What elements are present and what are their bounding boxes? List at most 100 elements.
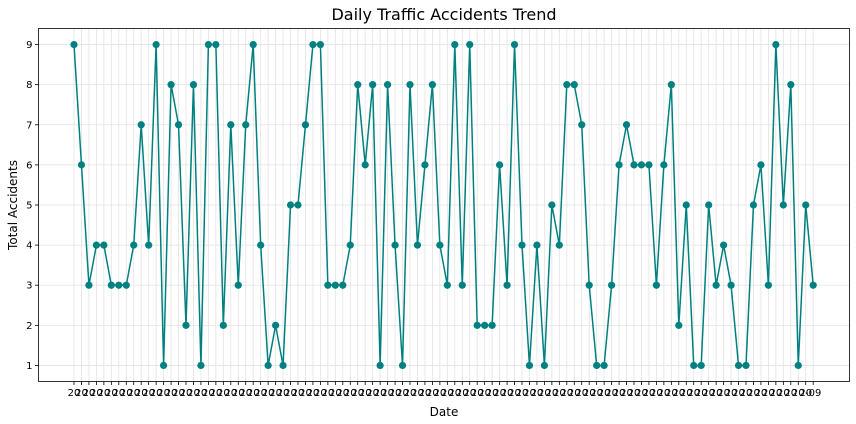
x-tick-label: 20 (351, 388, 364, 399)
data-point (324, 281, 332, 289)
x-tick-label: 20 (710, 388, 723, 399)
x-tick-label: 20 (366, 388, 379, 399)
x-tick-label: 20 (202, 388, 215, 399)
x-tick-label: 20 (314, 388, 327, 399)
x-tick-label: 20 (695, 388, 708, 399)
x-tick-label: 20 (650, 388, 663, 399)
x-tick-label: 20 (277, 388, 290, 399)
data-point (593, 361, 601, 370)
data-point (272, 321, 280, 329)
data-point (249, 40, 257, 49)
y-tick-label: 1 (26, 361, 32, 372)
x-tick-label: 20 (665, 388, 678, 399)
x-tick-label: 20 (471, 388, 484, 399)
data-point (152, 40, 160, 49)
data-point (167, 81, 175, 89)
x-tick-label: 20 (553, 388, 566, 399)
series-line-group (70, 40, 817, 370)
x-tick-label: 20 (344, 388, 357, 399)
y-tick-label: 2 (26, 321, 32, 332)
data-point (331, 281, 339, 289)
data-point (160, 361, 168, 370)
x-tick-label: 20 (224, 388, 237, 399)
data-point (137, 121, 145, 129)
data-point (548, 201, 556, 209)
y-axis-label: Total Accidents (6, 160, 20, 251)
grid-lines (38, 28, 850, 382)
x-axis-label: Date (430, 405, 459, 419)
data-point (682, 201, 690, 209)
y-tick-label: 5 (26, 201, 32, 212)
y-tick-label: 9 (26, 40, 32, 51)
x-tick-label: 20 (426, 388, 439, 399)
data-point (787, 81, 795, 89)
x-tick-label: 20 (598, 388, 611, 399)
y-tick-label: 3 (26, 281, 32, 292)
data-point (525, 361, 534, 370)
x-tick-label: 20 (643, 388, 656, 399)
data-point (637, 161, 646, 169)
data-point (794, 361, 802, 370)
x-tick-label: 20 (83, 388, 96, 399)
x-tick-label: 20 (105, 388, 118, 399)
x-axis: 2020202020202020202020202020202020202020… (68, 381, 821, 399)
data-point (734, 361, 743, 370)
data-point (712, 281, 720, 289)
data-point (622, 121, 631, 129)
x-tick-label: 20 (628, 388, 641, 399)
data-point (466, 40, 474, 49)
data-point (391, 241, 399, 249)
x-tick-label: 20 (478, 388, 491, 399)
data-point (421, 161, 429, 169)
data-point (406, 81, 414, 89)
x-tick-label: 20 (404, 388, 417, 399)
data-point (122, 281, 130, 289)
x-tick-label: 20 (120, 388, 133, 399)
data-point (660, 161, 668, 169)
x-tick-label: 20 (613, 388, 626, 399)
data-point (451, 40, 459, 49)
x-tick-label: 20 (583, 388, 596, 399)
data-point (764, 281, 773, 289)
x-tick-label: 20 (232, 388, 245, 399)
x-tick-label: 20 (672, 388, 685, 399)
data-point (257, 241, 265, 249)
x-tick-label: 20 (769, 388, 782, 399)
data-point (772, 40, 780, 49)
x-tick-label: 20 (516, 388, 529, 399)
data-point (376, 361, 384, 370)
x-tick-label: 20 (523, 388, 536, 399)
x-tick-label: 20 (747, 388, 760, 399)
x-tick-label: 20 (195, 388, 208, 399)
x-tick-label: 20 (209, 388, 222, 399)
data-point (413, 241, 422, 249)
data-point (197, 361, 205, 370)
data-point (212, 40, 220, 49)
data-point (675, 321, 683, 329)
data-point (369, 81, 377, 89)
x-tick-label: 20 (396, 388, 409, 399)
y-axis: 1 2 3 4 5 6 7 8 9 (26, 40, 39, 372)
x-tick-label: 20 (740, 388, 753, 399)
x-tick-label: 20 (329, 388, 342, 399)
data-point (510, 40, 519, 49)
x-tick-label: 20 (150, 388, 163, 399)
x-tick-label: 20 (620, 388, 633, 399)
data-point (690, 361, 698, 370)
data-point (77, 161, 86, 169)
data-point (130, 241, 138, 249)
x-tick-label: 20 (262, 388, 275, 399)
x-tick-label: 20 (717, 388, 730, 399)
data-point (645, 161, 653, 169)
data-point (115, 281, 123, 289)
series-line (73, 43, 814, 367)
x-tick-label: 20 (687, 388, 700, 399)
x-tick-label: 20 (75, 388, 88, 399)
x-tick-label: 20 (135, 388, 148, 399)
x-tick-label: 20 (560, 388, 573, 399)
x-tick-label: 20 (680, 388, 693, 399)
data-point (555, 241, 563, 249)
x-tick-label: 20 (336, 388, 349, 399)
x-tick-label: 20 (381, 388, 394, 399)
x-tick-label: 20 (755, 388, 768, 399)
